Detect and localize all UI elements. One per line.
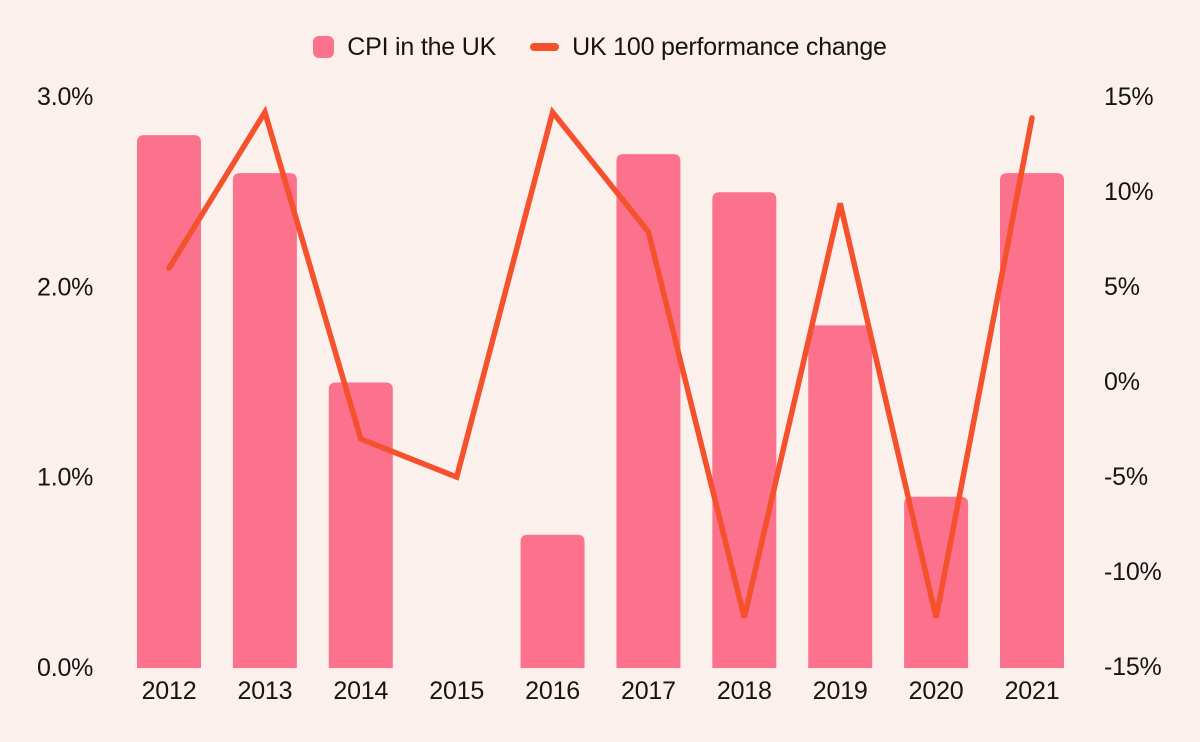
legend-item-cpi: CPI in the UK: [313, 33, 496, 61]
legend-item-uk100: UK 100 performance change: [530, 33, 887, 61]
cpi-series-swatch-icon: [313, 36, 335, 58]
right-axis-tick-label: 15%: [1104, 83, 1153, 111]
left-axis-tick-label: 2.0%: [37, 273, 93, 301]
right-axis-tick-label: 5%: [1104, 273, 1140, 301]
left-axis-tick-label: 1.0%: [37, 464, 93, 492]
bar-2017: [616, 154, 681, 669]
left-axis-tick-label: 3.0%: [37, 83, 93, 111]
chart-legend: CPI in the UK UK 100 performance change: [0, 33, 1200, 61]
x-axis-label-2012: 2012: [142, 677, 197, 705]
x-axis-label-2018: 2018: [717, 677, 772, 705]
x-axis-label-2020: 2020: [909, 677, 964, 705]
right-axis-tick-label: 0%: [1104, 368, 1140, 396]
bar-2018: [712, 192, 777, 668]
right-axis-tick-label: -15%: [1104, 653, 1162, 681]
x-axis-label-2013: 2013: [237, 677, 292, 705]
x-axis-label-2015: 2015: [429, 677, 484, 705]
right-axis-tick-label: -10%: [1104, 558, 1162, 586]
bar-2014: [328, 382, 393, 668]
left-axis-tick-label: 0.0%: [37, 654, 93, 682]
bar-2021: [1000, 173, 1064, 668]
x-axis-label-2019: 2019: [813, 677, 868, 705]
bar-2012: [137, 135, 201, 669]
cpi-series-label: CPI in the UK: [347, 33, 497, 61]
x-axis-label-2021: 2021: [1005, 677, 1060, 705]
uk100-performance-line: [166, 105, 1035, 619]
uk100-series-label: UK 100 performance change: [572, 33, 887, 61]
bar-2013: [232, 173, 297, 668]
x-axis-label-2016: 2016: [525, 677, 580, 705]
right-axis-tick-label: 10%: [1104, 178, 1153, 206]
x-axis-label-2014: 2014: [333, 677, 388, 705]
right-axis-tick-label: -5%: [1104, 463, 1148, 491]
uk100-series-swatch-icon: [530, 43, 560, 51]
x-axis-label-2017: 2017: [621, 677, 676, 705]
bar-2016: [520, 534, 585, 668]
bar-2019: [808, 325, 873, 668]
